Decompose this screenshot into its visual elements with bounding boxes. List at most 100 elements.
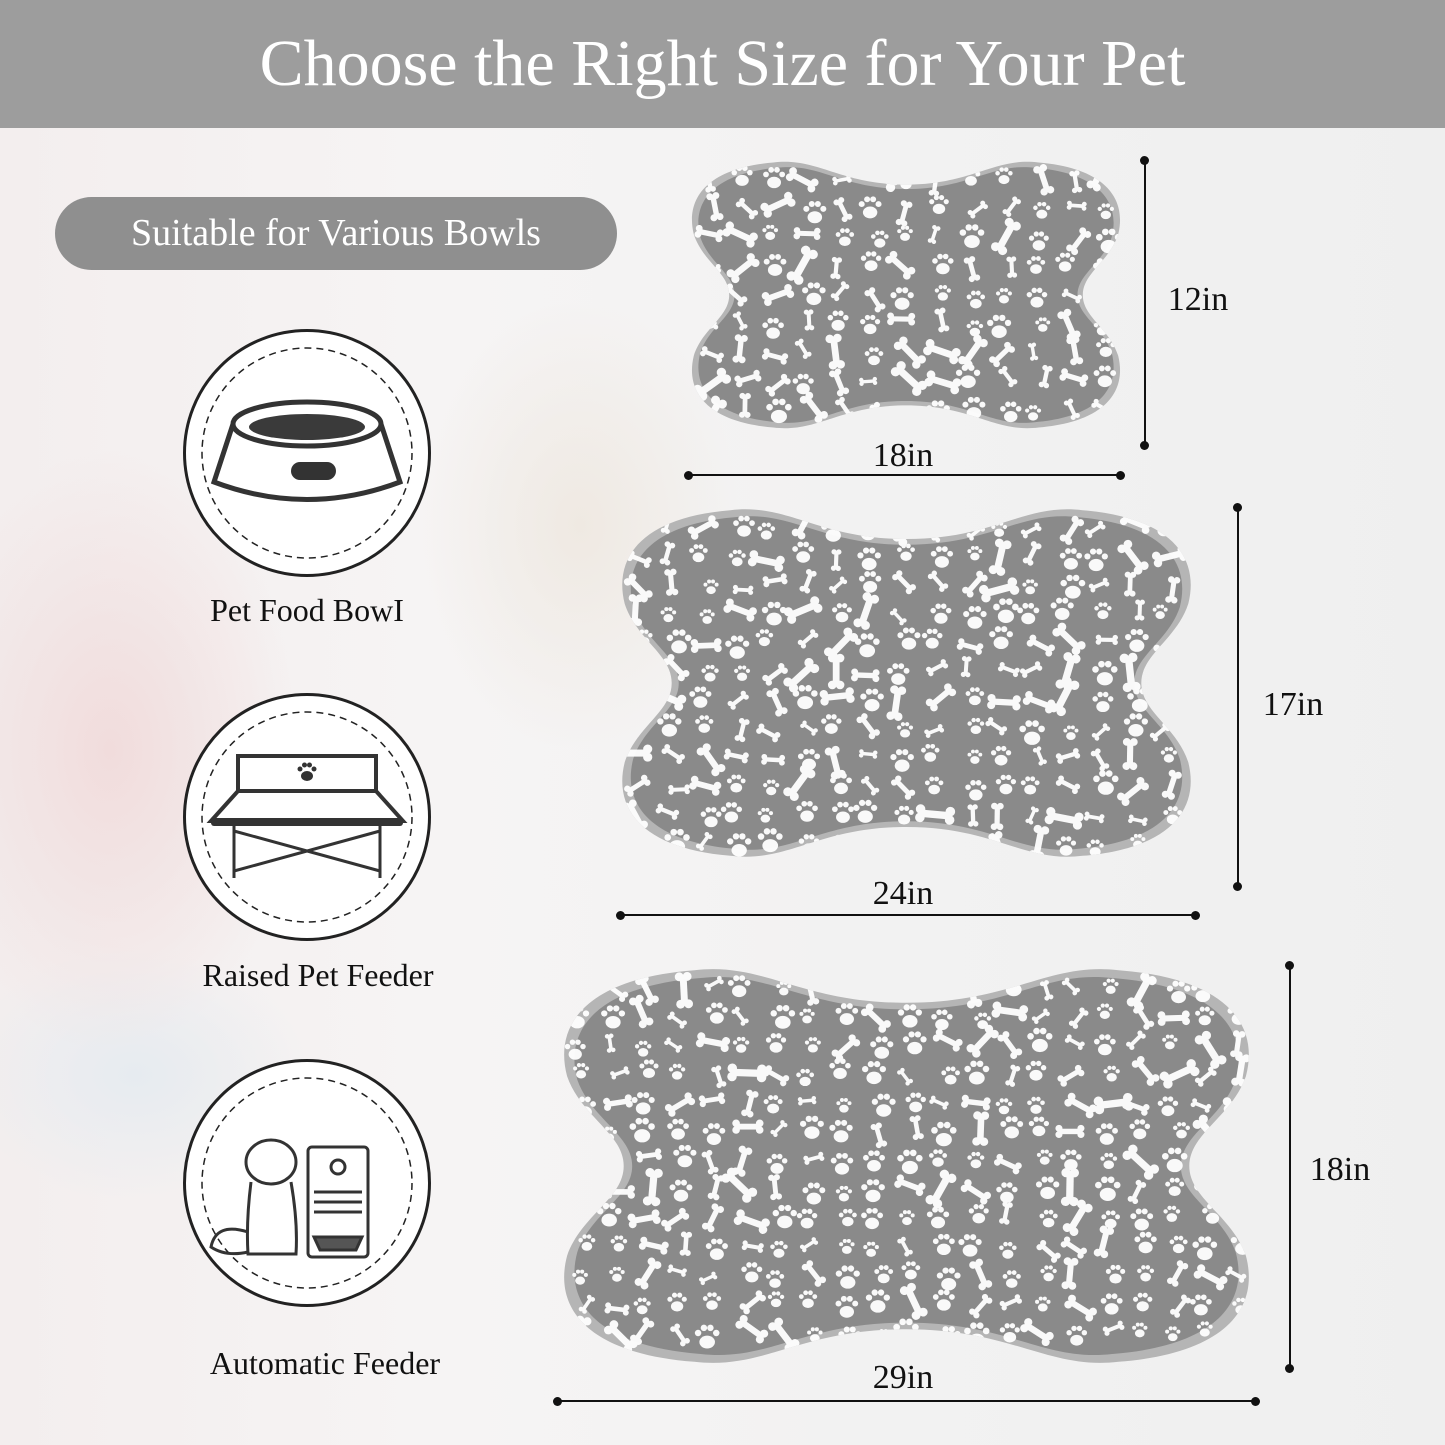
paw-motif bbox=[634, 1040, 652, 1057]
bone-motif bbox=[642, 1167, 663, 1207]
paw-motif bbox=[894, 805, 914, 825]
bone-motif bbox=[1062, 1199, 1093, 1237]
paw-motif bbox=[1123, 713, 1148, 737]
paw-motif bbox=[1095, 1123, 1118, 1145]
paw-motif bbox=[799, 1008, 815, 1024]
bone-motif bbox=[689, 775, 722, 796]
paw-motif bbox=[964, 1060, 990, 1085]
bone-motif bbox=[768, 1174, 783, 1201]
paw-motif bbox=[832, 603, 852, 623]
paw-motif bbox=[861, 1207, 884, 1230]
bone-motif bbox=[1006, 256, 1018, 278]
bone-motif bbox=[803, 1151, 825, 1165]
bone-motif bbox=[1117, 539, 1149, 575]
paw-motif bbox=[967, 1151, 985, 1169]
bone-motif bbox=[1038, 364, 1053, 389]
paw-motif bbox=[766, 1153, 788, 1174]
page-title: Choose the Right Size for Your Pet bbox=[0, 0, 1445, 128]
bone-motif bbox=[1033, 164, 1055, 196]
bone-motif bbox=[1122, 1097, 1150, 1116]
height-line bbox=[1237, 507, 1239, 886]
bone-motif bbox=[783, 764, 816, 801]
paw-motif bbox=[931, 1009, 953, 1031]
paw-motif bbox=[835, 228, 855, 247]
bone-motif bbox=[1083, 811, 1105, 824]
bone-motif bbox=[783, 658, 820, 693]
bone-motif bbox=[687, 515, 719, 540]
paw-icon bbox=[297, 762, 317, 781]
bone-motif bbox=[824, 745, 846, 780]
paw-motif bbox=[762, 317, 784, 339]
bone-motif bbox=[856, 713, 880, 740]
paw-motif bbox=[796, 1208, 818, 1229]
paw-motif bbox=[862, 1061, 886, 1085]
paw-motif bbox=[1101, 1210, 1120, 1229]
bone-motif bbox=[1057, 1064, 1085, 1087]
paw-motif bbox=[1093, 365, 1117, 388]
raised-feeder-icon bbox=[201, 711, 413, 923]
feeder-machine-icon bbox=[306, 1145, 370, 1259]
bone-motif bbox=[1127, 1179, 1147, 1205]
paw-motif bbox=[987, 314, 1012, 338]
paw-motif bbox=[871, 973, 896, 997]
bone-motif bbox=[655, 803, 680, 820]
bone-motif bbox=[1167, 1260, 1189, 1287]
paw-motif bbox=[1165, 1326, 1181, 1342]
paw-motif bbox=[1035, 1296, 1051, 1312]
bone-motif bbox=[887, 312, 916, 326]
paw-motif bbox=[757, 522, 776, 540]
bone-motif bbox=[770, 1120, 788, 1137]
paw-motif bbox=[796, 1068, 815, 1087]
bone-motif bbox=[695, 1032, 731, 1053]
paw-motif bbox=[930, 546, 954, 568]
bowl-type-circle bbox=[183, 1059, 431, 1307]
paw-motif bbox=[860, 688, 884, 712]
paw-motif bbox=[921, 743, 940, 762]
bone-motif bbox=[756, 723, 781, 743]
paw-motif bbox=[890, 749, 914, 772]
bone-motif bbox=[1165, 576, 1181, 604]
paw-motif bbox=[631, 1092, 655, 1115]
bone-motif bbox=[897, 1236, 913, 1257]
bone-motif bbox=[1066, 336, 1084, 366]
paw-motif bbox=[741, 1262, 763, 1283]
paw-motif bbox=[765, 1270, 785, 1288]
bone-motif bbox=[1133, 1004, 1155, 1030]
paw-motif bbox=[1097, 203, 1115, 220]
paw-motif bbox=[657, 713, 682, 737]
bone-motif bbox=[706, 192, 724, 222]
paw-motif bbox=[830, 1152, 854, 1175]
bone-motif bbox=[886, 685, 907, 721]
bone-motif bbox=[1019, 661, 1043, 678]
bone-motif bbox=[667, 1264, 687, 1277]
bone-motif bbox=[603, 1094, 633, 1111]
line-endpoint bbox=[1251, 1397, 1260, 1406]
paw-motif bbox=[1056, 836, 1077, 856]
pet-food-bowl-icon bbox=[201, 347, 413, 559]
paw-motif bbox=[577, 1124, 594, 1140]
bone-motif bbox=[627, 694, 658, 713]
bone-motif bbox=[627, 517, 645, 538]
paw-motif bbox=[609, 1266, 625, 1282]
paw-motif bbox=[1059, 548, 1083, 570]
bone-motif bbox=[1068, 1007, 1089, 1029]
paw-motif bbox=[1163, 1205, 1181, 1222]
paw-motif bbox=[835, 1003, 859, 1025]
bone-motif bbox=[997, 662, 1020, 678]
paw-motif bbox=[999, 1323, 1020, 1343]
paw-motif bbox=[897, 225, 913, 241]
bone-motif bbox=[1170, 1294, 1192, 1318]
paw-motif bbox=[639, 1059, 659, 1079]
paw-motif bbox=[1232, 1150, 1249, 1170]
paw-motif bbox=[667, 1118, 689, 1140]
paw-motif bbox=[1036, 1149, 1053, 1165]
bone-motif bbox=[989, 341, 1015, 368]
bone-motif bbox=[1061, 1257, 1079, 1290]
bone-motif bbox=[960, 656, 972, 678]
bone-motif bbox=[723, 598, 757, 622]
bone-motif bbox=[694, 224, 724, 243]
bone-motif bbox=[1055, 1124, 1085, 1139]
bone-motif bbox=[1031, 1008, 1050, 1024]
paw-motif bbox=[962, 396, 986, 420]
paw-motif bbox=[1092, 691, 1114, 713]
